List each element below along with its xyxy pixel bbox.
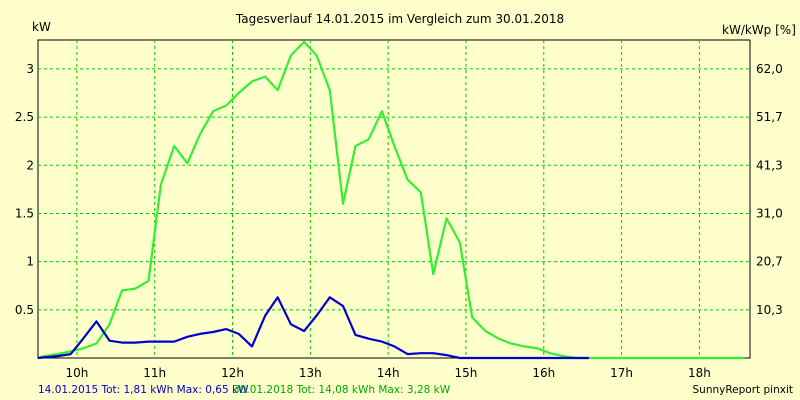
y-tick-label: 1.5: [15, 206, 34, 220]
series-line-30-01-2018: [37, 40, 745, 360]
y-tick-label: 1: [26, 255, 34, 269]
y-tick-label: 2.5: [15, 110, 34, 124]
series-line-14-01-2015: [37, 296, 589, 360]
x-tick-label: 11h: [143, 366, 166, 380]
y-right-tick-label: 62,0: [756, 62, 783, 76]
y-right-tick-labels: 10,3 20,7 31,0 41,3 51,7 62,0: [756, 62, 783, 317]
y-tick-label: 2: [26, 158, 34, 172]
y-tick-label: 3: [26, 62, 34, 76]
x-tick-label: 13h: [299, 366, 322, 380]
y-right-tick-label: 20,7: [756, 255, 783, 269]
footer-series-2015: 14.01.2015 Tot: 1,81 kWh Max: 0,65 kW: [38, 384, 249, 396]
footer-credit: SunnyReport pinxit: [693, 384, 793, 396]
y-axis-right-label: kW/kWp [%]: [722, 23, 796, 37]
x-tick-label: 18h: [688, 366, 711, 380]
y-axis-left-label: kW: [32, 20, 51, 34]
y-right-tick-label: 41,3: [756, 158, 783, 172]
x-tick-label: 12h: [221, 366, 244, 380]
x-tick-labels: 10h 11h 12h 13h 14h 15h 16h 17h 18h: [65, 366, 710, 380]
chart-title: Tagesverlauf 14.01.2015 im Vergleich zum…: [235, 12, 564, 26]
y-right-tick-label: 10,3: [756, 303, 783, 317]
y-right-tick-label: 51,7: [756, 110, 783, 124]
y-right-tick-label: 31,0: [756, 206, 783, 220]
x-tick-label: 15h: [455, 366, 478, 380]
plot-area: [37, 39, 751, 359]
footer-series-2018: 30.01.2018 Tot: 14,08 kWh Max: 3,28 kW: [233, 384, 451, 396]
x-tick-label: 16h: [532, 366, 555, 380]
x-tick-label: 10h: [65, 366, 88, 380]
y-tick-labels: 0.5 1 1.5 2 2.5 3: [15, 62, 34, 317]
series-lines: [37, 40, 745, 360]
x-tick-label: 14h: [377, 366, 400, 380]
y-gridlines: [38, 68, 750, 311]
x-tick-label: 17h: [610, 366, 633, 380]
y-tick-label: 0.5: [15, 303, 34, 317]
x-gridlines: [76, 40, 700, 358]
